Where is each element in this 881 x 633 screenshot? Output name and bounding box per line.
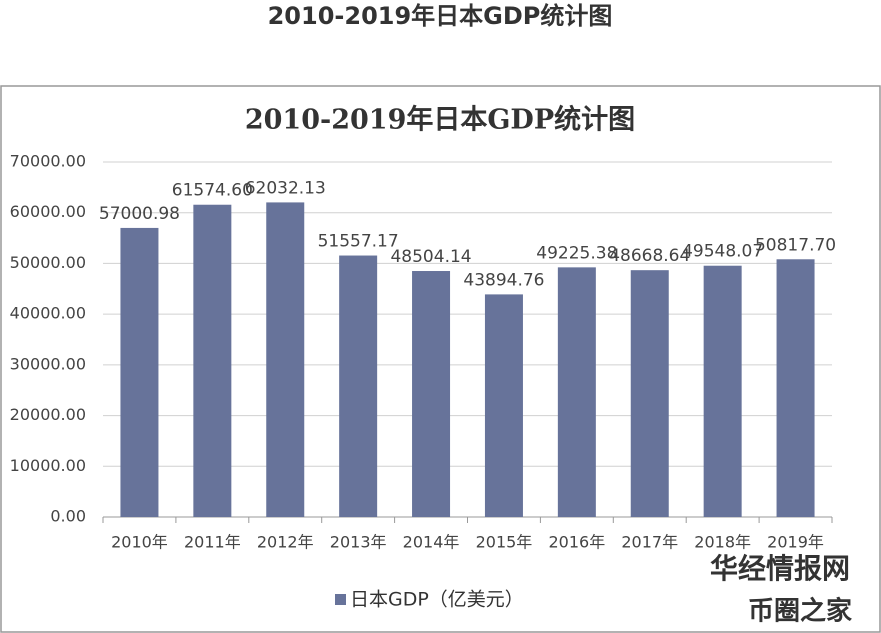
x-tick-label: 2018年 [694,533,751,552]
y-tick-label: 70000.00 [10,152,86,171]
value-label: 61574.60 [172,181,253,201]
x-tick-label: 2011年 [184,533,241,552]
x-tick-label: 2019年 [767,533,824,552]
x-tick-label: 2014年 [403,533,460,552]
page-title: 2010-2019年日本GDP统计图 [268,2,613,30]
chart-title: 2010-2019年日本GDP统计图 [245,104,635,136]
y-tick-label: 40000.00 [10,304,86,323]
bar [776,259,815,517]
watermark: 华经情报网 [710,552,850,585]
value-label: 57000.98 [99,204,180,224]
bar [412,271,451,517]
x-tick-label: 2017年 [621,533,678,552]
x-tick-label: 2010年 [111,533,168,552]
value-label: 48504.14 [390,247,471,267]
bar [266,202,305,517]
value-label: 49225.38 [536,243,617,263]
bar [484,294,523,517]
bar [703,265,742,517]
x-tick-label: 2012年 [257,533,314,552]
value-label: 51557.17 [318,232,399,252]
x-tick-label: 2016年 [548,533,605,552]
value-label: 62032.13 [245,178,326,198]
value-label: 48668.64 [609,246,690,266]
x-tick-label: 2015年 [476,533,533,552]
y-tick-label: 0.00 [50,507,86,526]
bar [120,227,159,518]
bar [193,204,232,517]
bar [557,267,596,517]
watermark: 币圈之家 [748,596,852,627]
legend-label: 日本GDP（亿美元） [350,589,524,611]
y-tick-label: 20000.00 [10,405,86,424]
bar [630,270,669,517]
x-tick-label: 2013年 [330,533,387,552]
value-label: 50817.70 [755,235,836,255]
value-label: 43894.76 [463,270,544,290]
y-tick-label: 10000.00 [10,456,86,475]
y-tick-label: 50000.00 [10,253,86,272]
y-tick-label: 30000.00 [10,354,86,373]
y-tick-label: 60000.00 [10,202,86,221]
legend-swatch [335,594,346,605]
value-label: 49548.07 [682,242,763,262]
bar [339,255,378,517]
